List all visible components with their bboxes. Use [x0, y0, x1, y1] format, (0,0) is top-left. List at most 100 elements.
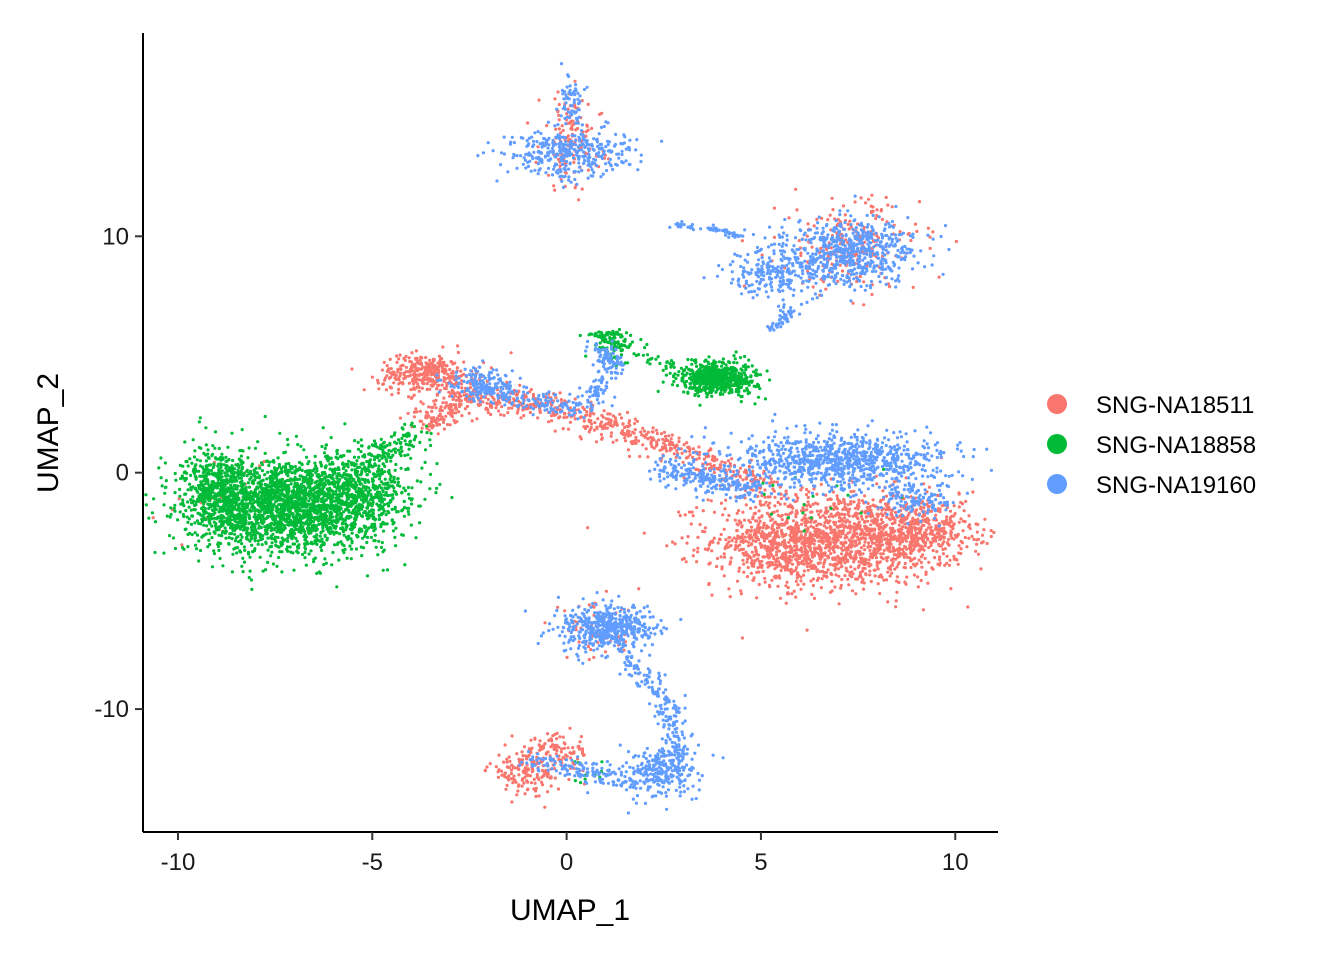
- data-point: [776, 513, 780, 518]
- data-point: [434, 406, 438, 410]
- data-point: [762, 532, 766, 536]
- data-point: [837, 502, 841, 506]
- data-point: [445, 423, 450, 427]
- data-point: [385, 369, 389, 373]
- data-point: [565, 415, 569, 419]
- data-point: [890, 571, 894, 575]
- data-point: [533, 781, 537, 785]
- data-point: [893, 518, 897, 522]
- data-point: [750, 559, 754, 563]
- data-point: [783, 568, 788, 572]
- data-point: [585, 410, 589, 414]
- data-point: [663, 434, 668, 438]
- data-point: [840, 541, 844, 545]
- data-point: [404, 370, 408, 374]
- data-point: [559, 750, 563, 754]
- data-point: [849, 556, 853, 560]
- data-point: [811, 583, 816, 588]
- data-point: [445, 372, 450, 376]
- data-point: [815, 492, 819, 496]
- data-point: [208, 542, 212, 547]
- data-point: [805, 536, 810, 540]
- data-point: [827, 515, 831, 519]
- data-point: [756, 557, 760, 561]
- data-point: [417, 374, 421, 378]
- data-point: [809, 524, 813, 528]
- data-point: [550, 419, 554, 423]
- data-point: [250, 462, 254, 466]
- data-point: [961, 529, 965, 533]
- data-point: [799, 530, 803, 534]
- data-point: [571, 746, 575, 750]
- data-point: [956, 562, 960, 566]
- data-point: [537, 98, 541, 102]
- data-point: [840, 564, 844, 568]
- data-point: [967, 536, 971, 540]
- data-point: [811, 285, 815, 289]
- data-point: [434, 398, 438, 402]
- data-point: [957, 544, 961, 548]
- data-point: [859, 546, 864, 550]
- data-point: [717, 537, 722, 541]
- data-point: [906, 536, 910, 540]
- data-point: [526, 774, 530, 778]
- data-point: [897, 536, 901, 540]
- data-point: [865, 529, 869, 533]
- data-point: [545, 751, 549, 755]
- data-point: [805, 234, 809, 238]
- data-point: [830, 196, 834, 200]
- data-point: [515, 793, 519, 797]
- data-point: [635, 419, 640, 423]
- data-point: [691, 447, 696, 451]
- data-point: [849, 550, 854, 554]
- data-point: [812, 487, 816, 491]
- data-point: [836, 561, 841, 565]
- data-point: [886, 555, 890, 560]
- data-point: [976, 537, 981, 541]
- data-point: [876, 548, 880, 552]
- data-point: [890, 513, 894, 517]
- data-point: [829, 571, 833, 576]
- data-point: [543, 742, 547, 746]
- data-point: [775, 480, 779, 484]
- data-point: [915, 229, 919, 233]
- data-point: [948, 509, 953, 513]
- data-point: [837, 529, 841, 533]
- data-point: [854, 592, 858, 596]
- data-point: [197, 559, 201, 563]
- data-point: [738, 535, 742, 539]
- data-point: [952, 522, 956, 526]
- data-point: [738, 466, 743, 470]
- data-point: [695, 560, 699, 564]
- data-point: [221, 564, 225, 568]
- data-point: [605, 426, 610, 430]
- data-point: [965, 545, 969, 549]
- data-point: [866, 545, 870, 549]
- data-point: [557, 745, 561, 749]
- data-point: [850, 541, 854, 545]
- data-point: [837, 499, 842, 503]
- data-point: [538, 748, 542, 752]
- data-point: [801, 540, 805, 544]
- data-point: [763, 488, 767, 492]
- data-point: [204, 459, 208, 463]
- data-point: [868, 548, 872, 553]
- data-point: [974, 549, 978, 553]
- data-point: [193, 449, 197, 453]
- data-point: [877, 544, 881, 549]
- data-point: [303, 545, 307, 550]
- data-point: [885, 515, 889, 519]
- data-point: [879, 552, 883, 556]
- data-point: [520, 778, 524, 782]
- data-point: [786, 586, 790, 590]
- data-point: [350, 492, 354, 497]
- data-point: [896, 562, 900, 566]
- data-point: [373, 539, 377, 543]
- data-point: [776, 545, 780, 549]
- data-point: [811, 577, 816, 581]
- data-point: [829, 527, 833, 531]
- data-point: [783, 545, 787, 549]
- data-point: [902, 555, 906, 559]
- data-point: [518, 383, 522, 387]
- data-point: [869, 579, 873, 584]
